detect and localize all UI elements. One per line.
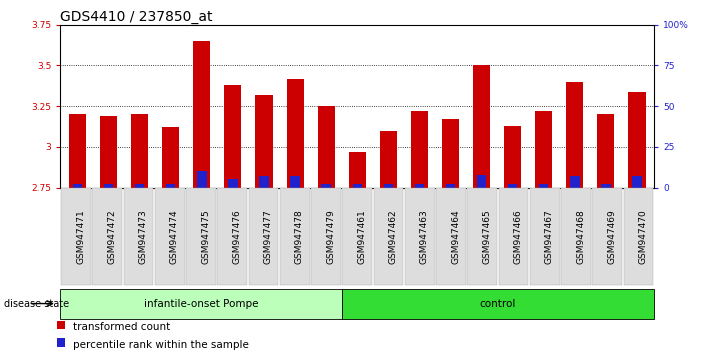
Bar — [535, 111, 552, 188]
Text: GSM947465: GSM947465 — [482, 209, 491, 264]
Text: control: control — [480, 298, 516, 309]
Text: GSM947471: GSM947471 — [76, 209, 85, 264]
Bar — [318, 106, 335, 188]
Text: GSM947472: GSM947472 — [107, 209, 117, 264]
Bar — [566, 82, 584, 188]
Text: disease state: disease state — [4, 298, 69, 309]
Bar — [166, 184, 176, 188]
Text: GSM947474: GSM947474 — [170, 209, 178, 264]
Bar — [632, 176, 642, 188]
Bar — [290, 176, 300, 188]
Bar — [597, 114, 614, 188]
Bar — [442, 119, 459, 188]
Bar — [135, 184, 144, 188]
Bar — [602, 184, 611, 188]
Text: GSM947464: GSM947464 — [451, 209, 460, 264]
Bar — [287, 79, 304, 188]
Bar — [321, 184, 331, 188]
Bar — [508, 184, 518, 188]
Bar — [411, 111, 428, 188]
Text: GSM947473: GSM947473 — [139, 209, 148, 264]
Bar — [131, 114, 149, 188]
Bar — [73, 184, 82, 188]
Bar — [197, 171, 207, 188]
Bar — [473, 65, 490, 188]
Bar — [477, 175, 486, 188]
Text: GSM947477: GSM947477 — [264, 209, 272, 264]
Text: GSM947470: GSM947470 — [638, 209, 648, 264]
Bar — [255, 95, 272, 188]
Text: percentile rank within the sample: percentile rank within the sample — [73, 340, 248, 350]
Text: transformed count: transformed count — [73, 322, 170, 332]
Text: GSM947461: GSM947461 — [357, 209, 366, 264]
Text: GSM947466: GSM947466 — [513, 209, 523, 264]
Text: infantile-onset Pompe: infantile-onset Pompe — [144, 298, 258, 309]
Bar — [446, 184, 455, 188]
Bar — [570, 176, 579, 188]
Text: GSM947467: GSM947467 — [545, 209, 554, 264]
Bar — [504, 126, 521, 188]
Bar — [348, 152, 366, 188]
Text: GSM947463: GSM947463 — [419, 209, 429, 264]
Text: GSM947478: GSM947478 — [295, 209, 304, 264]
Bar — [104, 184, 113, 188]
Bar — [629, 92, 646, 188]
Bar — [228, 179, 237, 188]
Bar — [539, 184, 548, 188]
Bar — [260, 176, 269, 188]
Text: GSM947469: GSM947469 — [607, 209, 616, 264]
Text: GDS4410 / 237850_at: GDS4410 / 237850_at — [60, 10, 213, 24]
Bar — [384, 184, 393, 188]
Bar — [100, 116, 117, 188]
Text: GSM947468: GSM947468 — [576, 209, 585, 264]
Text: GSM947476: GSM947476 — [232, 209, 241, 264]
Text: GSM947479: GSM947479 — [326, 209, 335, 264]
Bar — [193, 41, 210, 188]
Bar — [353, 184, 362, 188]
Bar — [380, 131, 397, 188]
Text: GSM947475: GSM947475 — [201, 209, 210, 264]
Bar — [162, 127, 179, 188]
Text: GSM947462: GSM947462 — [388, 209, 397, 264]
Bar — [415, 184, 424, 188]
Bar — [225, 85, 242, 188]
Bar — [69, 114, 86, 188]
